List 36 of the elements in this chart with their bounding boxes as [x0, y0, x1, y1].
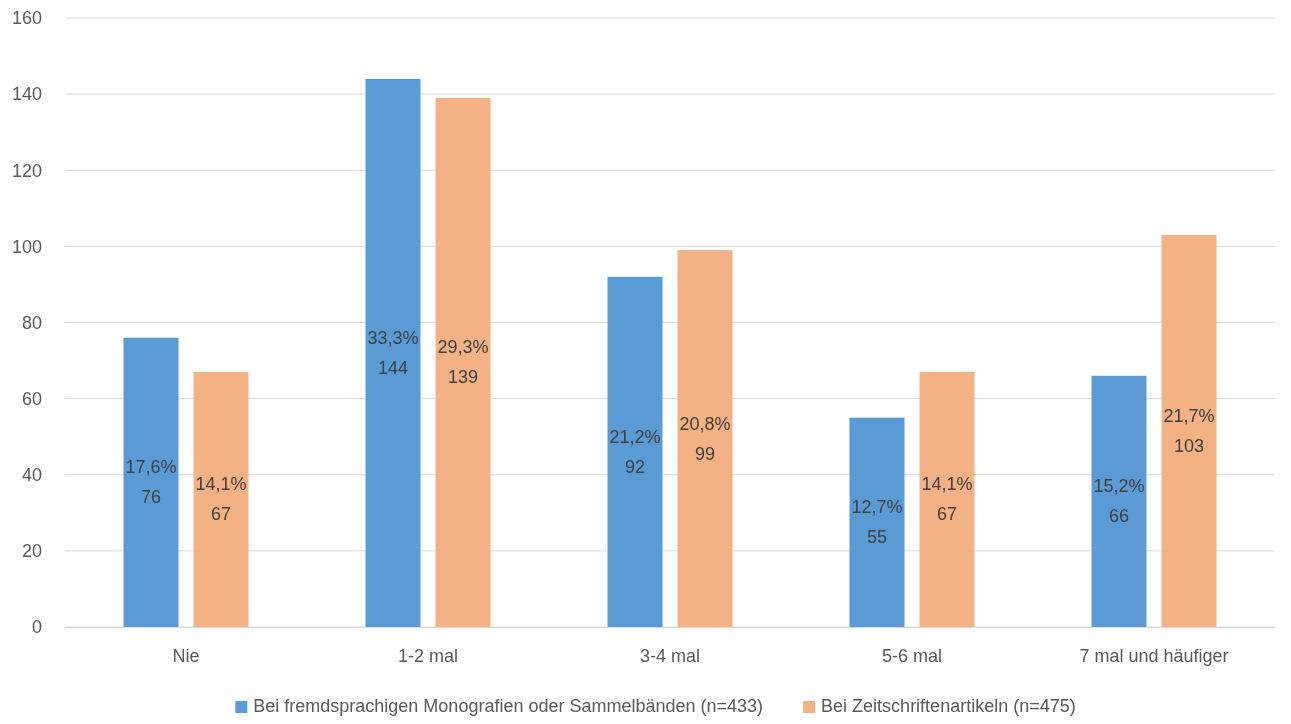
bar — [677, 250, 733, 627]
data-label: 21,2% 92 — [609, 426, 661, 477]
data-label: 14,1% 67 — [195, 474, 247, 525]
y-tick-label: 20 — [21, 541, 42, 562]
x-tick-label: 1-2 mal — [397, 645, 459, 666]
y-tick-label: 100 — [11, 236, 42, 257]
y-tick-label: 80 — [21, 312, 42, 333]
data-label: 29,3% 139 — [437, 337, 489, 388]
bar — [123, 337, 179, 627]
x-tick-label: 5-6 mal — [881, 645, 943, 666]
x-tick-label: 3-4 mal — [639, 645, 701, 666]
bar — [607, 276, 663, 627]
data-label: 33,3% 144 — [367, 327, 419, 378]
legend-label: Bei fremdsprachigen Monografien oder Sammelbänden (n=433) — [253, 696, 764, 716]
bar — [849, 417, 905, 627]
y-tick-label: 0 — [31, 617, 42, 638]
bar — [919, 371, 975, 627]
bar — [365, 78, 421, 627]
data-label: 12,7% 55 — [851, 497, 903, 548]
bar — [1091, 375, 1147, 627]
y-tick-label: 60 — [21, 388, 42, 409]
legend-label: Bei Zeitschriftenartikeln (n=475) — [821, 696, 1076, 716]
x-tick-label: 7 mal und häufiger — [1079, 645, 1229, 666]
data-label: 17,6% 76 — [125, 457, 177, 508]
y-tick-label: 160 — [11, 8, 42, 29]
data-label: 20,8% 99 — [679, 413, 731, 464]
y-tick-label: 40 — [21, 465, 42, 486]
data-label: 14,1% 67 — [921, 474, 973, 525]
x-tick-label: Nie — [172, 645, 200, 666]
bar — [1161, 234, 1217, 627]
bar — [193, 371, 249, 627]
y-tick-label: 140 — [11, 84, 42, 105]
y-tick-label: 120 — [11, 160, 42, 181]
data-label: 21,7% 103 — [1163, 405, 1215, 456]
data-label: 15,2% 66 — [1093, 476, 1145, 527]
bar — [435, 97, 491, 627]
